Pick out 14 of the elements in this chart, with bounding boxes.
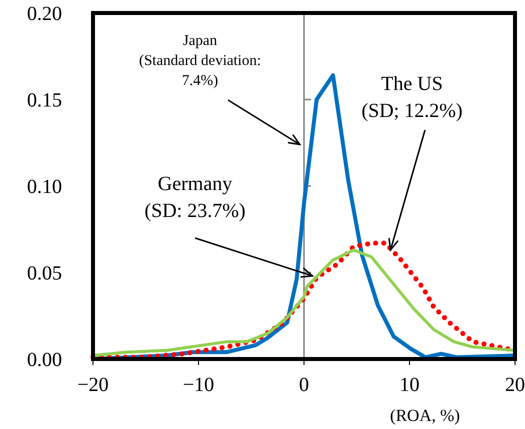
x-axis-title: (ROA, %) <box>390 406 460 425</box>
y-tick-label: 0.00 <box>27 349 62 371</box>
x-tick-label: −10 <box>182 374 214 396</box>
annotation: The US (SD; 12.2%) <box>361 73 463 122</box>
y-tick-label: 0.15 <box>27 90 62 112</box>
x-tick-label: 0 <box>299 374 309 396</box>
y-tick-label: 0.05 <box>27 262 62 284</box>
x-tick-label: 10 <box>400 374 420 396</box>
annotation: Germany (SD: 23.7%) <box>144 173 246 222</box>
annotation: Japan (Standard deviation: 7.4%) <box>138 33 262 89</box>
y-tick-label: 0.10 <box>27 176 62 198</box>
y-tick-label: 0.20 <box>27 3 62 25</box>
x-tick-label: −20 <box>77 374 109 396</box>
x-tick-label: 20 <box>505 374 525 396</box>
